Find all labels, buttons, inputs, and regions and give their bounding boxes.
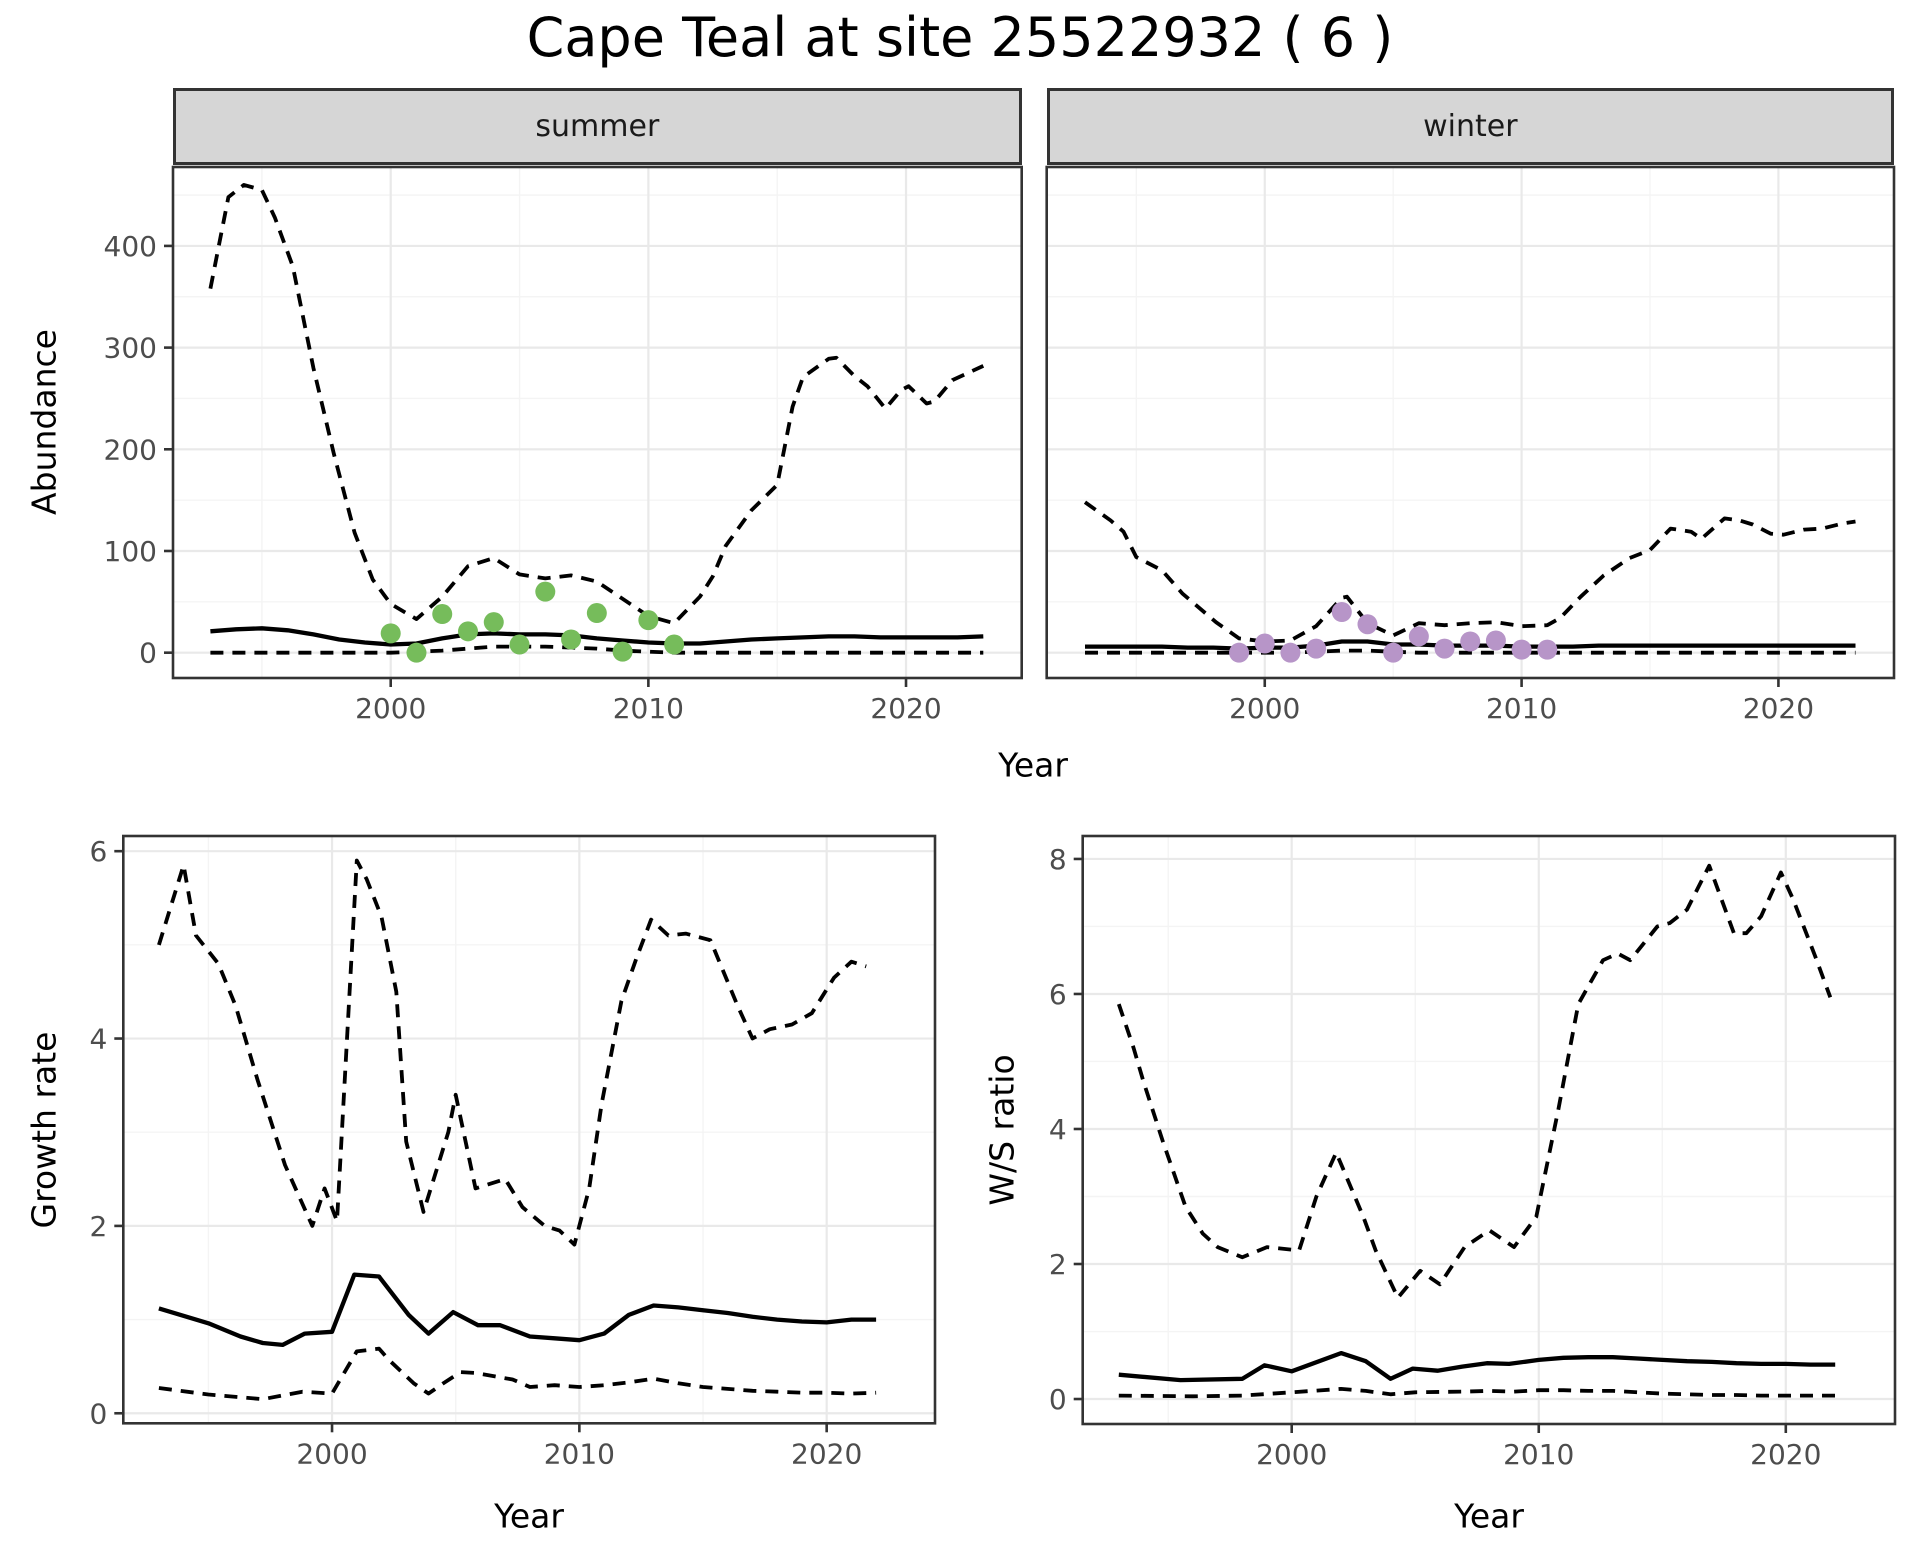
y-axis-title-ws-ratio: W/S ratio <box>982 1054 1022 1206</box>
x-tick-label: 2020 <box>791 1437 862 1470</box>
abundance-winter-observed-point <box>1331 602 1352 623</box>
facet-strip-winter: winter <box>1046 88 1894 165</box>
y-tick-label: 0 <box>1049 1383 1067 1416</box>
abundance-summer-median-line <box>210 626 984 647</box>
growth-rate-median-line <box>158 1272 877 1348</box>
y-axis-title-abundance: Abundance <box>24 329 64 515</box>
x-tick-label: 2000 <box>355 692 426 725</box>
x-tick-label: 2000 <box>296 1437 367 1470</box>
abundance-winter-upper-ci-line <box>1083 500 1856 644</box>
abundance-winter-observed-point <box>1408 626 1429 647</box>
x-axis-title-ws-ratio: Year <box>1454 1496 1524 1536</box>
abundance-winter-observed-point <box>1357 614 1378 635</box>
y-tick-label: 4 <box>1049 1113 1067 1146</box>
abundance-summer-observed-point <box>664 634 685 655</box>
y-tick-label: 100 <box>104 535 157 568</box>
abundance-summer-lower-ci-line <box>210 644 984 655</box>
panel-abundance-summer: 2000 2010 2020 0 100 200 300 400 <box>104 165 1024 725</box>
x-tick-label: 2010 <box>613 692 684 725</box>
abundance-summer-upper-ci-line <box>208 183 985 626</box>
abundance-winter-observed-point <box>1537 639 1558 660</box>
x-tick-label: 2000 <box>1256 1438 1327 1471</box>
abundance-summer-observed-point <box>406 642 427 663</box>
x-tick-label: 2020 <box>870 692 941 725</box>
y-tick-label: 8 <box>1049 843 1067 876</box>
panel-growth-rate: 2000 2010 2020 0 2 4 6 <box>89 834 937 1470</box>
y-tick-label: 6 <box>89 835 107 868</box>
y-tick-label: 2 <box>1049 1248 1067 1281</box>
facet-strip-summer: summer <box>173 88 1022 165</box>
abundance-winter-observed-point <box>1434 638 1455 659</box>
abundance-summer-observed-point <box>638 610 659 631</box>
abundance-summer-observed-point <box>483 612 504 633</box>
y-tick-label: 400 <box>104 230 157 263</box>
ws-ratio-median-line <box>1118 1350 1836 1383</box>
abundance-winter-observed-point <box>1306 638 1327 659</box>
y-tick-label: 0 <box>139 637 157 670</box>
y-tick-label: 6 <box>1049 978 1067 1011</box>
abundance-summer-observed-point <box>380 623 401 644</box>
abundance-summer-observed-point <box>561 629 582 650</box>
abundance-winter-observed-point <box>1460 631 1481 652</box>
x-axis-title-top: Year <box>998 745 1068 785</box>
x-tick-label: 2010 <box>544 1437 615 1470</box>
panel-ws-ratio: 2000 2010 2020 0 2 4 6 8 <box>1049 834 1897 1471</box>
abundance-summer-observed-point <box>458 621 479 642</box>
x-tick-label: 2020 <box>1750 1438 1821 1471</box>
growth-rate-panel-border <box>122 834 937 1425</box>
y-tick-label: 4 <box>89 1023 107 1056</box>
abundance-winter-observed-point <box>1254 633 1275 654</box>
facet-strip-winter-label: winter <box>1423 109 1518 144</box>
panel-abundance-winter: 2000 2010 2020 <box>1045 165 1896 725</box>
abundance-summer-observed-point <box>432 604 453 625</box>
abundance-summer-observed-point <box>612 641 633 662</box>
abundance-winter-observed-point <box>1511 639 1532 660</box>
facet-strip-summer-label: summer <box>535 109 660 144</box>
abundance-winter-observed-point <box>1229 642 1250 663</box>
y-tick-label: 2 <box>89 1210 107 1243</box>
chart-title: Cape Teal at site 25522932 ( 6 ) <box>526 6 1394 69</box>
growth-rate-upper-ci-line <box>157 858 867 1247</box>
y-tick-label: 300 <box>104 332 157 365</box>
abundance-winter-observed-point <box>1280 642 1301 663</box>
abundance-winter-panel-border <box>1045 165 1896 680</box>
x-axis-title-growth-rate: Year <box>494 1496 564 1536</box>
x-tick-label: 2010 <box>1486 692 1557 725</box>
x-tick-label: 2000 <box>1229 692 1300 725</box>
abundance-summer-panel-border <box>171 165 1024 680</box>
ws-ratio-upper-ci-line <box>1116 863 1833 1300</box>
x-tick-label: 2010 <box>1503 1438 1574 1471</box>
abundance-summer-observed-point <box>586 603 607 624</box>
y-tick-label: 0 <box>89 1397 107 1430</box>
abundance-summer-observed-point <box>535 581 556 602</box>
y-axis-title-growth-rate: Growth rate <box>24 1031 64 1229</box>
y-tick-label: 200 <box>104 433 157 466</box>
x-tick-label: 2020 <box>1743 692 1814 725</box>
ws-ratio-lower-ci-line <box>1118 1387 1836 1399</box>
abundance-summer-observed-point <box>509 634 530 655</box>
abundance-winter-observed-point <box>1485 630 1506 651</box>
growth-rate-lower-ci-line <box>158 1346 877 1402</box>
abundance-winter-observed-point <box>1383 642 1404 663</box>
